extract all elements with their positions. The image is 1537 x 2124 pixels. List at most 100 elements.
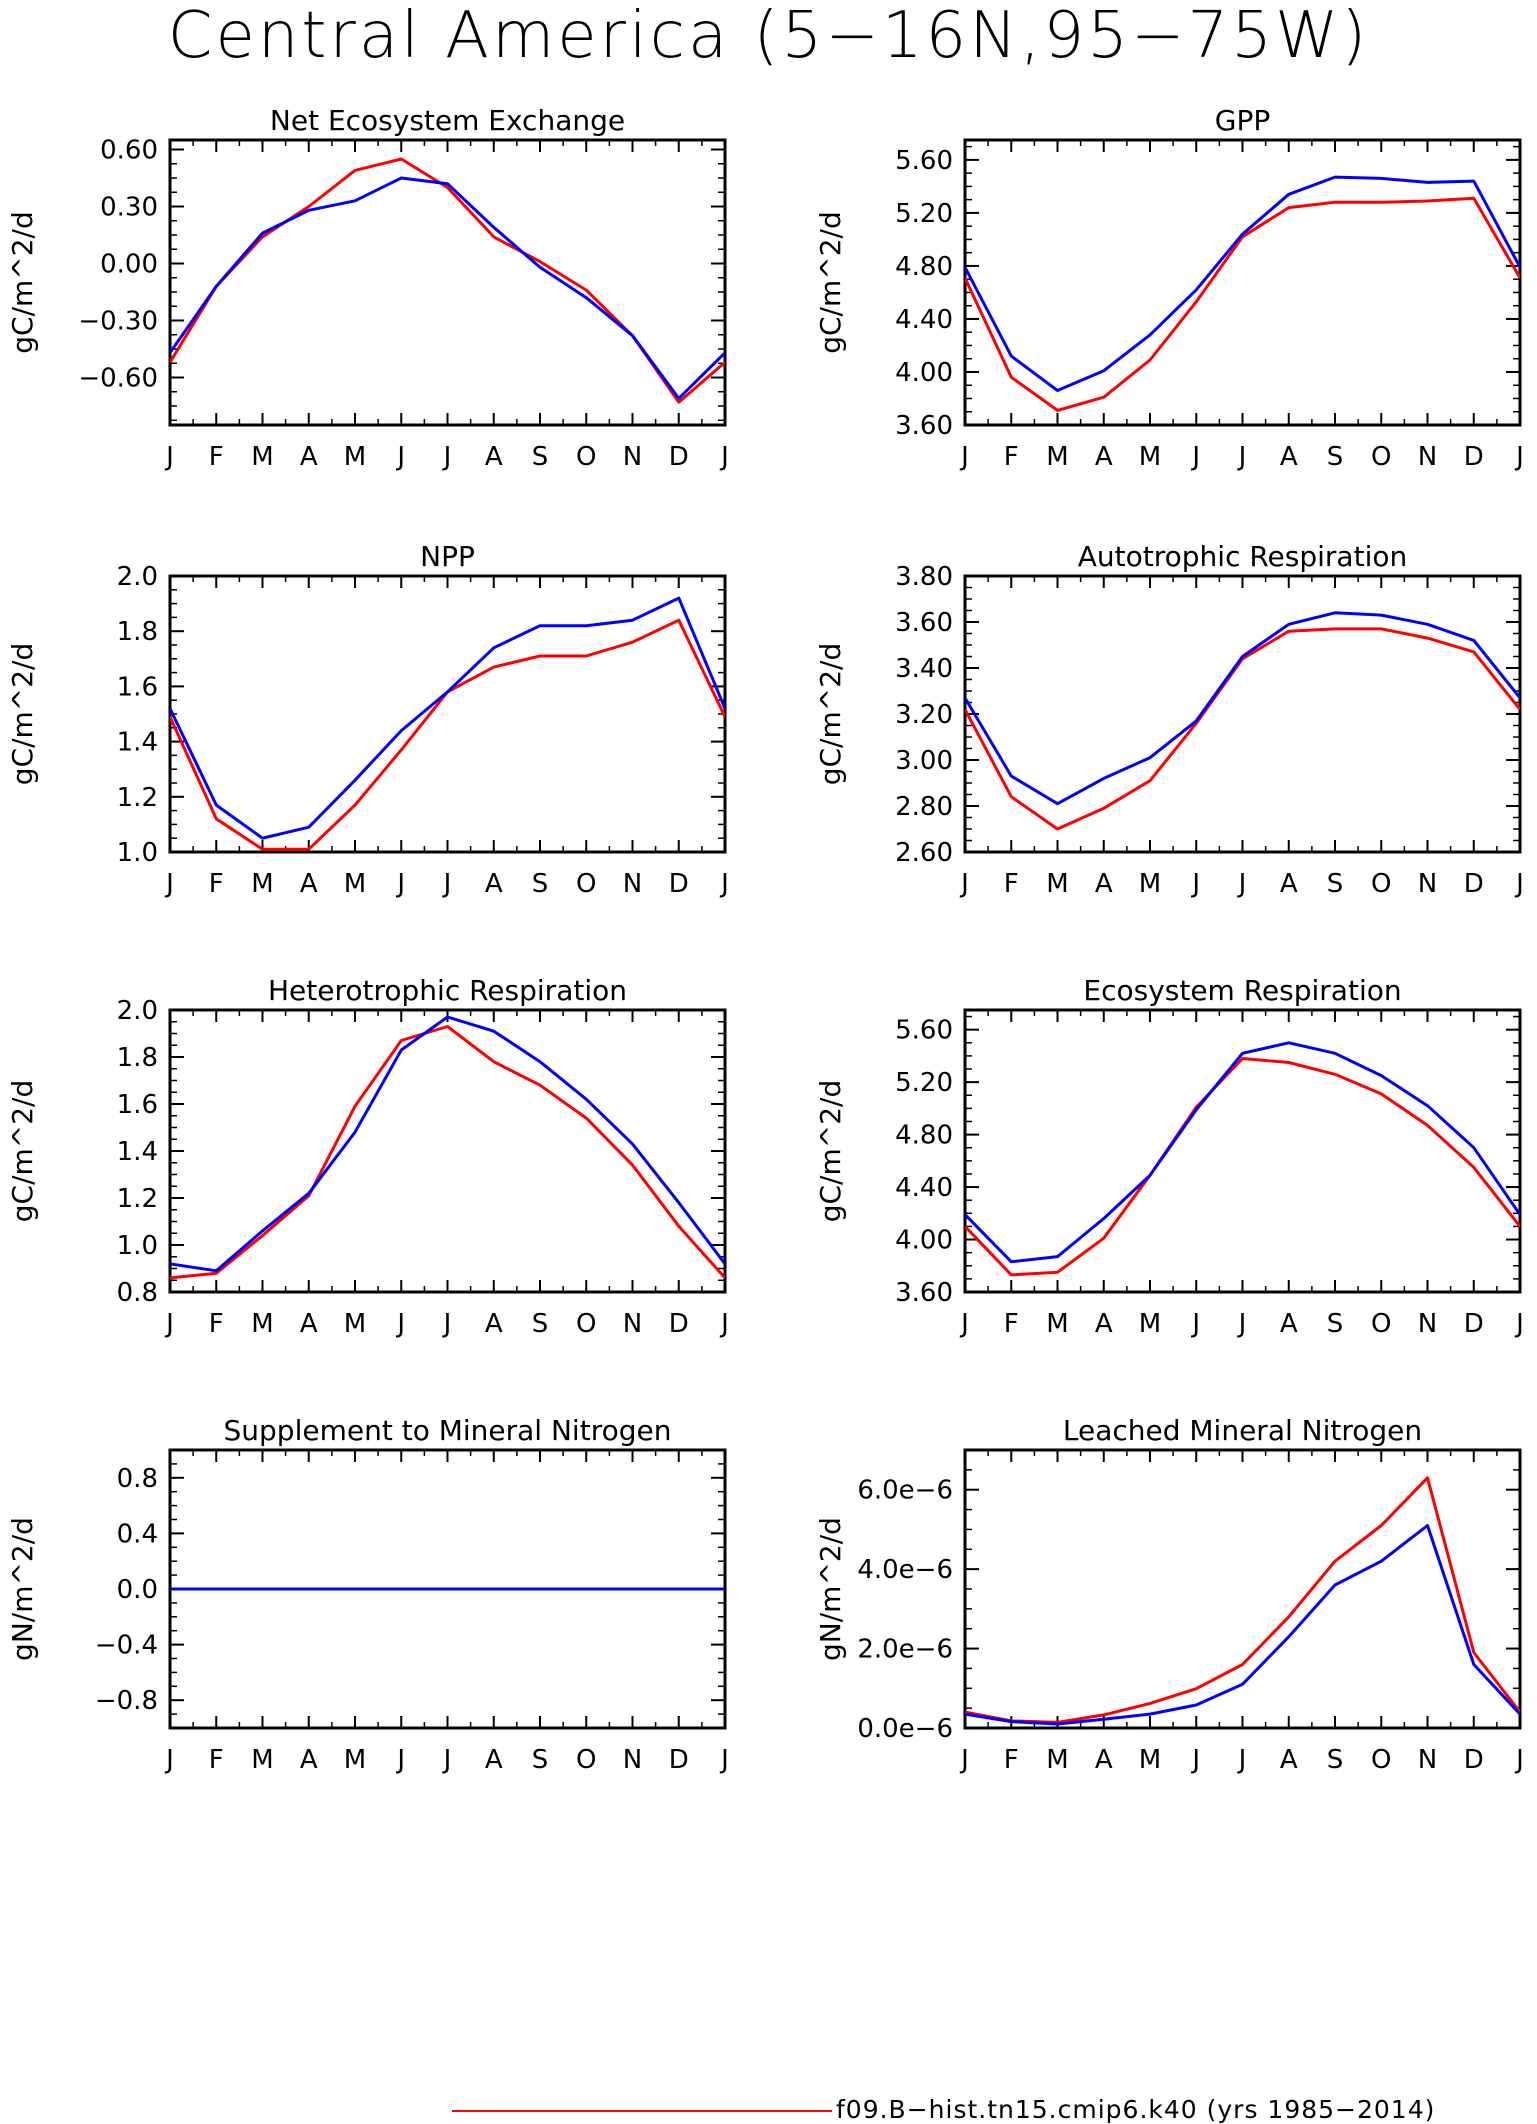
- series-line-red: [170, 1025, 725, 1280]
- x-tick-label: O: [1371, 869, 1391, 899]
- x-tick-label: J: [1237, 1745, 1247, 1775]
- y-tick-label: 2.0: [117, 996, 158, 1026]
- x-tick-label: J: [719, 1309, 729, 1339]
- y-tick-label: 0.0e−6: [857, 1714, 953, 1744]
- chart-panel: J F M A M J J A S O N D J2.602.803.003.203.403.603.8…: [814, 540, 1524, 899]
- y-tick-label: 0.00: [100, 250, 158, 280]
- chart-panel: J F M A M J J A S O N D J−0.8−0.40.00.40.8Supplement…: [6, 1414, 729, 1775]
- series-line-blue: [170, 1015, 725, 1273]
- y-tick-label: 3.80: [895, 562, 953, 592]
- y-tick-label: 0.30: [100, 193, 158, 223]
- chart-panel: J F M A M J J A S O N D J1.01.21.41.61.82.0NPPgC/m^2…: [6, 540, 729, 899]
- x-tick-label: J: [164, 442, 174, 472]
- y-tick-label: 2.60: [895, 838, 953, 868]
- y-tick-label: 5.20: [895, 199, 953, 229]
- x-tick-label: N: [1418, 869, 1437, 899]
- x-tick-label: F: [209, 1745, 224, 1775]
- series-line-blue: [965, 611, 1520, 806]
- x-tick-label: J: [395, 442, 405, 472]
- y-axis-label: gC/m^2/d: [6, 643, 39, 786]
- y-tick-label: 1.6: [117, 672, 158, 702]
- y-tick-label: 3.60: [895, 411, 953, 441]
- x-tick-label: J: [1237, 869, 1247, 899]
- x-tick-label: S: [1327, 442, 1344, 472]
- y-tick-label: 1.4: [117, 728, 158, 758]
- series-line-blue: [170, 176, 725, 400]
- series-line-red: [965, 1476, 1520, 1724]
- x-tick-label: J: [1514, 442, 1524, 472]
- x-tick-label: S: [1327, 869, 1344, 899]
- x-tick-label: A: [300, 1745, 318, 1775]
- y-tick-label: 6.0e−6: [857, 1476, 953, 1506]
- x-tick-label: O: [1371, 1745, 1391, 1775]
- x-tick-label: O: [576, 869, 596, 899]
- chart-panel: J F M A M J J A S O N D J3.604.004.404.805.205.60GPP…: [814, 104, 1524, 472]
- x-tick-label: S: [532, 1745, 549, 1775]
- x-tick-label: A: [485, 869, 503, 899]
- plot-frame: [963, 574, 1522, 854]
- plot-frame: [963, 1448, 1522, 1730]
- x-tick-label: J: [164, 1309, 174, 1339]
- x-tick-label: S: [532, 869, 549, 899]
- series-line-red: [170, 157, 725, 404]
- x-tick-label: J: [1190, 1745, 1200, 1775]
- x-tick-label: J: [1514, 1745, 1524, 1775]
- y-tick-label: 0.4: [117, 1519, 158, 1549]
- x-tick-label: M: [251, 1309, 273, 1339]
- y-tick-label: 4.40: [895, 1173, 953, 1203]
- y-tick-label: 3.60: [895, 1278, 953, 1308]
- y-tick-label: 1.8: [117, 1043, 158, 1073]
- y-axis-label: gN/m^2/d: [6, 1517, 39, 1661]
- x-tick-label: O: [576, 442, 596, 472]
- y-tick-label: 4.40: [895, 305, 953, 335]
- x-tick-label: J: [1514, 1309, 1524, 1339]
- x-tick-label: D: [669, 1309, 689, 1339]
- y-tick-label: 2.0e−6: [857, 1635, 953, 1665]
- x-tick-label: A: [1280, 869, 1298, 899]
- panel-title: Leached Mineral Nitrogen: [1063, 1414, 1422, 1447]
- x-tick-label: J: [442, 1745, 452, 1775]
- y-axis-label: gC/m^2/d: [814, 643, 847, 786]
- series-line-blue: [170, 596, 725, 840]
- x-tick-label: A: [300, 1309, 318, 1339]
- x-tick-label: J: [1237, 1309, 1247, 1339]
- x-tick-label: J: [164, 869, 174, 899]
- x-tick-label: D: [669, 869, 689, 899]
- y-tick-label: 2.0: [117, 562, 158, 592]
- y-tick-label: 4.0e−6: [857, 1555, 953, 1585]
- x-tick-label: J: [959, 1309, 969, 1339]
- x-tick-label: M: [251, 1745, 273, 1775]
- plot-frame: [168, 1008, 727, 1294]
- series-line-red: [170, 618, 725, 851]
- x-tick-label: M: [251, 442, 273, 472]
- x-tick-label: A: [485, 1745, 503, 1775]
- x-tick-label: J: [442, 869, 452, 899]
- x-tick-label: J: [1190, 442, 1200, 472]
- x-tick-label: J: [442, 442, 452, 472]
- x-tick-label: D: [1464, 869, 1484, 899]
- x-tick-label: J: [959, 1745, 969, 1775]
- series-line-blue: [965, 1041, 1520, 1264]
- x-tick-label: F: [209, 1309, 224, 1339]
- y-tick-label: −0.60: [78, 364, 158, 394]
- x-tick-label: O: [576, 1745, 596, 1775]
- chart-panel: J F M A M J J A S O N D J0.81.01.21.41.61.82.0Hetero…: [6, 974, 729, 1339]
- y-tick-label: 5.60: [895, 1016, 953, 1046]
- x-tick-label: S: [1327, 1309, 1344, 1339]
- x-tick-label: N: [623, 1745, 642, 1775]
- x-tick-label: M: [1046, 1745, 1068, 1775]
- x-tick-label: J: [959, 869, 969, 899]
- x-tick-label: D: [669, 1745, 689, 1775]
- x-tick-label: F: [1004, 1309, 1019, 1339]
- y-tick-label: 1.2: [117, 1184, 158, 1214]
- chart-panel: J F M A M J J A S O N D J0.0e−62.0e−64.0e−66.0e−6Lea…: [814, 1414, 1524, 1775]
- x-tick-label: J: [395, 1309, 405, 1339]
- y-tick-label: 3.40: [895, 654, 953, 684]
- x-tick-label: N: [623, 442, 642, 472]
- panel-title: NPP: [420, 540, 475, 573]
- x-tick-label: N: [1418, 1309, 1437, 1339]
- y-tick-label: 3.00: [895, 746, 953, 776]
- x-tick-label: J: [719, 1745, 729, 1775]
